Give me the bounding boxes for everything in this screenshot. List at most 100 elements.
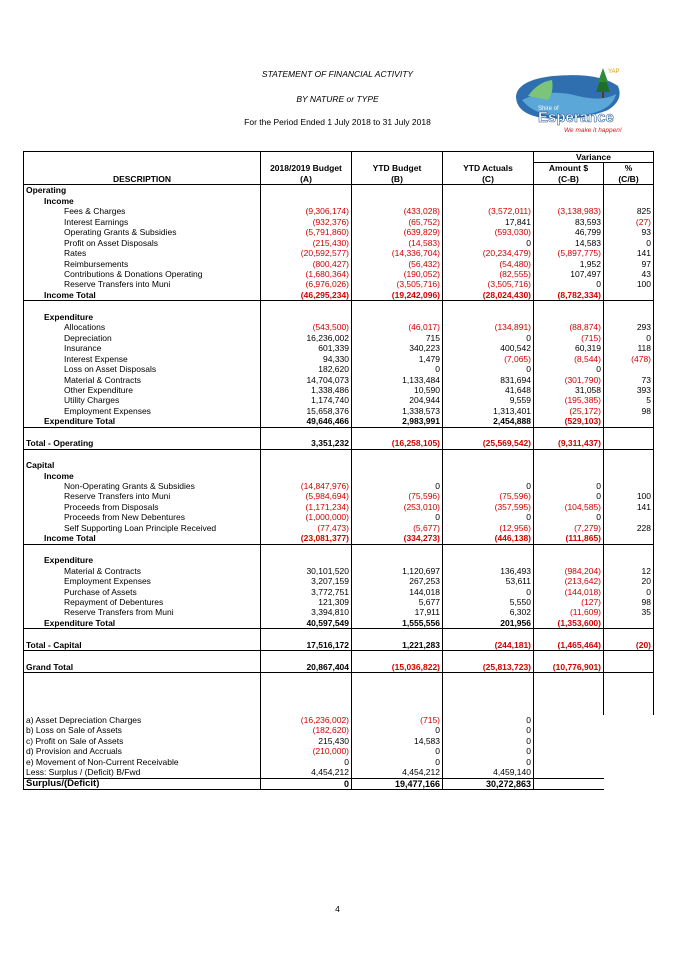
cell-variance-amount: (9,311,437) [533, 438, 604, 450]
col-header-top: % [602, 162, 655, 174]
cell-ytd-budget [351, 628, 443, 640]
col-header-top [23, 162, 261, 174]
table-row: Reserve Transfers into Muni (5,984,694) (7… [23, 491, 655, 502]
cell-ytd-budget: 4,454,212 [351, 767, 443, 779]
cell-variance-percent [602, 311, 655, 323]
statement-title: STATEMENT OF FINANCIAL ACTIVITY [261, 69, 414, 79]
cell-variance-amount [533, 777, 604, 791]
statement-subtitle: BY NATURE or TYPE [296, 94, 379, 104]
cell-variance-percent [602, 470, 655, 481]
cell-ytd-budget [351, 427, 443, 439]
cell-ytd-actuals: 0 [442, 364, 534, 375]
cell-variance-amount: (1,353,600) [533, 617, 604, 630]
cell-variance-amount: (984,204) [533, 565, 604, 577]
row-label: Grand Total [23, 661, 261, 674]
cell-budget: (182,620) [260, 725, 352, 736]
cell-budget: 20,867,404 [260, 661, 352, 674]
cell-ytd-budget: (433,028) [351, 206, 443, 217]
cell-variance-amount: 31,058 [533, 384, 604, 396]
cell-ytd-budget: 0 [351, 364, 443, 375]
cell-variance-amount: 14,583 [533, 237, 604, 249]
row-label: Utility Charges [23, 395, 261, 406]
cell-budget: (77,473) [260, 522, 352, 534]
cell-ytd-actuals [442, 672, 534, 684]
table-row [23, 704, 655, 715]
cell-budget: 182,620 [260, 364, 352, 375]
cell-budget: 17,516,172 [260, 639, 352, 652]
cell-budget: 215,430 [260, 735, 352, 747]
cell-ytd-actuals: 6,302 [442, 607, 534, 618]
table-row: Total - Capital 17,516,172 1,221,283 (244,1… [23, 639, 655, 652]
col-header-bottom: (C) [442, 173, 534, 186]
cell-ytd-actuals [442, 184, 534, 196]
cell-ytd-budget: (65,752) [351, 216, 443, 228]
cell-budget: 94,330 [260, 353, 352, 365]
cell-ytd-budget: 715 [351, 332, 443, 344]
cell-variance-amount [533, 746, 604, 757]
table-row: Insurance 601,339 340,223 400,542 60,319 118 [23, 343, 655, 354]
cell-variance-amount: (715) [533, 332, 604, 344]
cell-ytd-budget: 1,479 [351, 353, 443, 365]
row-label: Material & Contracts [23, 374, 261, 385]
cell-budget [260, 460, 352, 471]
cell-budget: (6,976,026) [260, 279, 352, 290]
cell-budget [260, 628, 352, 640]
cell-variance-amount: 0 [533, 512, 604, 523]
cell-variance-percent [602, 661, 655, 674]
cell-variance-percent [602, 544, 655, 556]
cell-ytd-actuals: (134,891) [442, 322, 534, 333]
row-label: Profit on Asset Disposals [23, 237, 261, 249]
table-row: Income [23, 195, 655, 207]
table-row: Expenditure [23, 311, 655, 323]
cell-ytd-budget: (15,036,822) [351, 661, 443, 674]
cell-ytd-actuals: (446,138) [442, 533, 534, 545]
cell-ytd-actuals [442, 195, 534, 207]
row-label: Proceeds from Disposals [23, 501, 261, 513]
cell-ytd-budget: 10,590 [351, 384, 443, 396]
row-label [23, 683, 261, 694]
cell-variance-percent: 20 [602, 576, 655, 587]
table-row: Proceeds from New Debentures (1,000,000) 0… [23, 512, 655, 523]
row-label: Purchase of Assets [23, 586, 261, 597]
variance-header: Variance [532, 150, 655, 164]
cell-ytd-budget: 1,338,573 [351, 405, 443, 417]
cell-ytd-budget: 0 [351, 725, 443, 736]
cell-ytd-actuals: 0 [442, 735, 534, 747]
cell-ytd-actuals [442, 628, 534, 640]
cell-variance-percent [602, 533, 655, 545]
cell-ytd-actuals: 1,313,401 [442, 405, 534, 417]
cell-ytd-actuals: 5,550 [442, 596, 534, 608]
cell-ytd-budget: 144,018 [351, 586, 443, 597]
cell-variance-percent: (20) [602, 639, 655, 652]
row-label: Depreciation [23, 332, 261, 344]
cell-ytd-budget [351, 460, 443, 471]
table-row: Reserve Transfers into Muni (6,976,026) (3… [23, 279, 655, 290]
table-row: Income [23, 470, 655, 481]
cell-variance-amount [533, 714, 604, 726]
row-label [23, 672, 261, 684]
table-row: Reserve Transfers from Muni 3,394,810 17,9… [23, 607, 655, 618]
table-row: Self Supporting Loan Principle Received(… [23, 522, 655, 534]
cell-variance-amount [533, 555, 604, 566]
cell-variance-percent [602, 438, 655, 450]
cell-variance-amount [533, 195, 604, 207]
table-row [23, 628, 655, 640]
cell-ytd-budget: 2,983,991 [351, 416, 443, 428]
cell-variance-amount: (8,782,334) [533, 289, 604, 302]
header-row-top: 2018/2019 Budget YTD Budget YTD Actuals … [23, 162, 655, 174]
cell-budget: (46,295,234) [260, 289, 352, 302]
cell-variance-amount: 0 [533, 279, 604, 290]
cell-ytd-actuals: (357,595) [442, 501, 534, 513]
cell-variance-amount: (88,874) [533, 322, 604, 333]
table-row: Fees & Charges (9,306,174) (433,028) (3,572… [23, 206, 655, 217]
cell-ytd-budget [351, 470, 443, 481]
cell-budget [260, 693, 352, 705]
row-label: Allocations [23, 322, 261, 333]
row-label [23, 650, 261, 662]
cell-ytd-actuals: (75,596) [442, 491, 534, 502]
cell-variance-amount: (8,544) [533, 353, 604, 365]
cell-budget [260, 470, 352, 481]
cell-ytd-actuals [442, 460, 534, 471]
row-label: e) Movement of Non-Current Receivable [23, 756, 261, 768]
row-label [23, 449, 261, 461]
